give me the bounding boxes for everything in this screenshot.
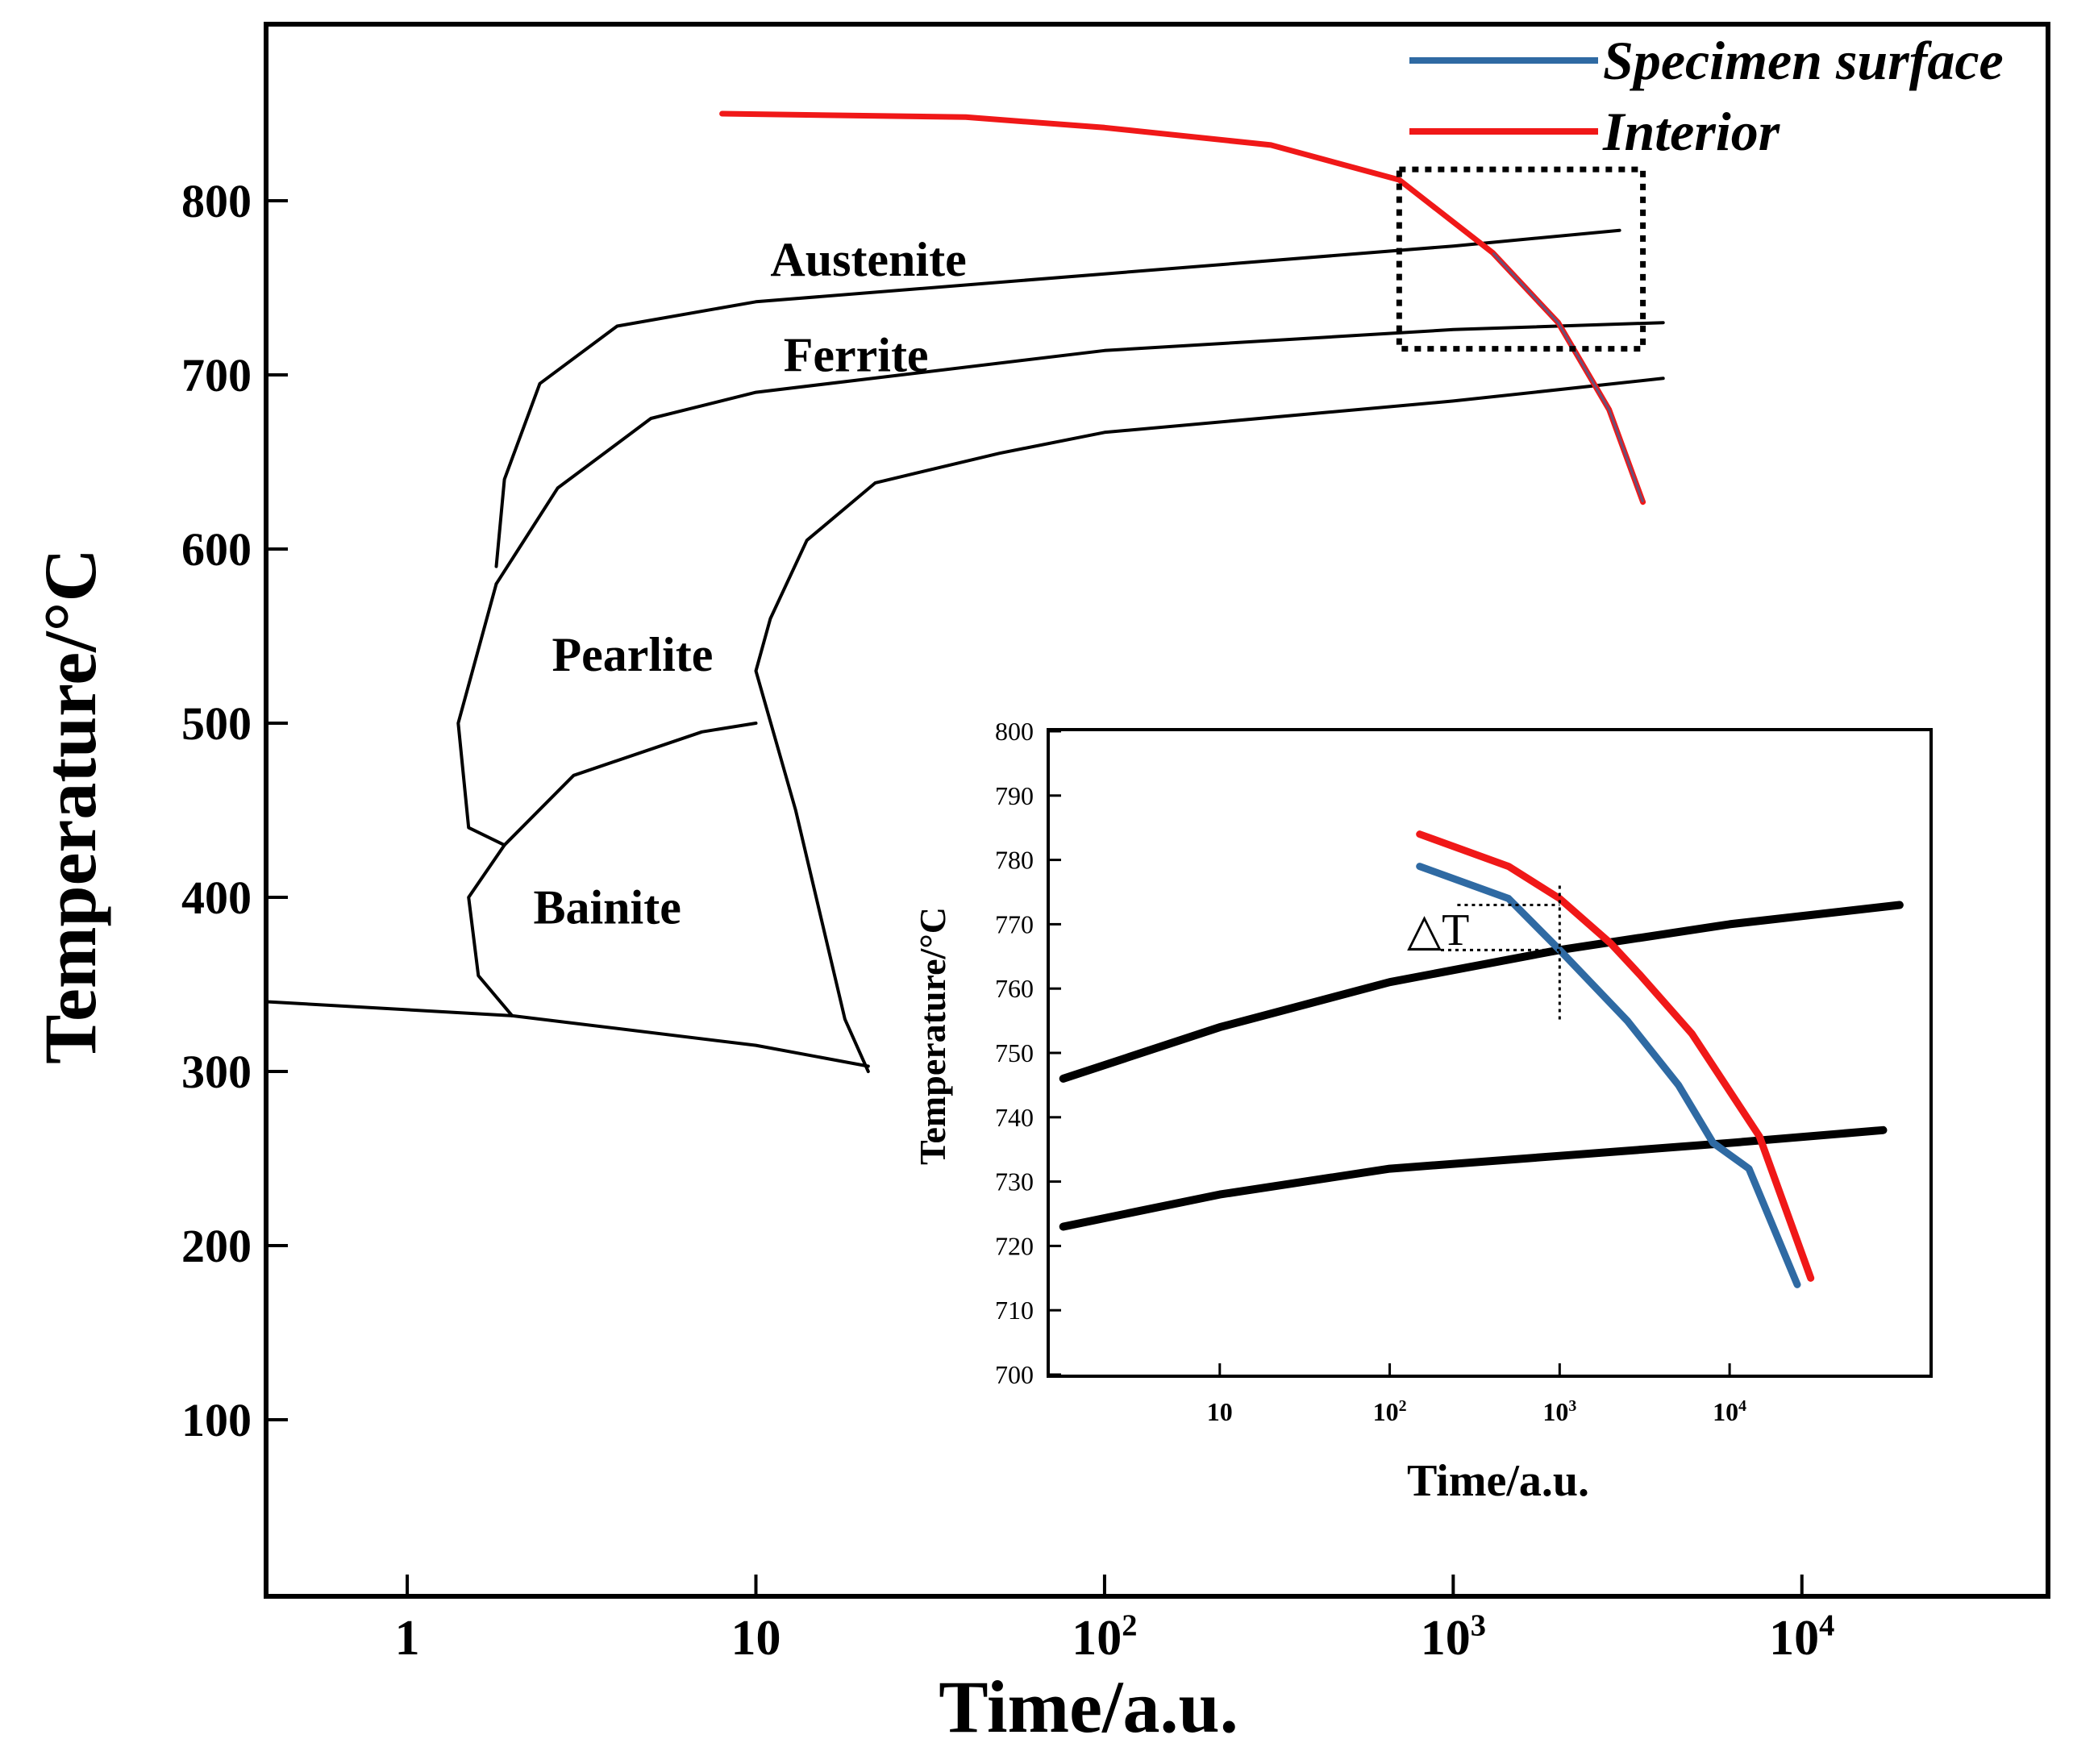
inset-x-tick-label-2: 103 [1542,1397,1576,1426]
inset-x-tick-label-3: 104 [1713,1397,1746,1426]
inset-chart-layer: 10 102 103 104 700 710 720 730 740 750 760 770 780 79… [995,717,1904,1426]
region-label-austenite: Austenite [770,233,966,286]
region-label-bainite: Bainite [533,880,681,934]
main-x-tick-label-4: 104 [1769,1608,1834,1666]
phase-boundary-3 [456,582,506,847]
phase-boundary-2 [754,377,1665,1073]
inset-background [1048,730,1931,1376]
main-y-axis-title: Temperature/°C [29,548,111,1064]
inset-y-tick-label-3: 730 [995,1167,1034,1196]
main-y-tick-label-7: 800 [181,175,252,227]
inset-y-tick-label-1: 710 [995,1296,1034,1325]
phase-boundary-6 [267,1000,870,1068]
inset-curve-interior [1416,830,1815,1282]
inset-y-tick-label-0: 700 [995,1360,1034,1389]
inset-curve-specimen-surface [1416,863,1801,1288]
inset-y-tick-label-2: 720 [995,1231,1034,1260]
main-y-tick-label-2: 300 [181,1046,252,1098]
main-y-tick-label-1: 200 [181,1220,252,1272]
main-x-tick-label-1: 10 [731,1611,781,1666]
inset-y-axis-title: Temperature/°C [912,907,953,1165]
main-y-tick-label-6: 700 [181,349,252,401]
phase-boundary-0 [494,228,1621,568]
inset-plot-frame [1047,728,1933,1378]
inset-y-tick-label-5: 750 [995,1038,1034,1067]
delta-t-label: △T [1407,905,1469,955]
inset-y-tick-label-8: 780 [995,846,1034,875]
main-y-tick-label-3: 400 [181,872,252,924]
main-plot-frame [264,22,2050,1599]
main-x-tick-label-3: 103 [1421,1608,1486,1666]
legend: Specimen surface Interior [1409,30,2004,162]
main-x-axis-title: Time/a.u. [939,1666,1238,1748]
inset-curve-lower-boundary [1059,1125,1888,1231]
phase-boundary-1 [494,321,1665,586]
legend-label-surface: Specimen surface [1603,30,2004,91]
inset-y-tick-label-6: 760 [995,974,1034,1003]
inset-y-tick-label-4: 740 [995,1103,1034,1132]
phase-boundary-5 [467,843,514,1017]
region-label-pearlite: Pearlite [552,628,714,681]
inset-curve-upper-boundary [1059,901,1904,1083]
main-x-tick-label-2: 102 [1072,1608,1137,1666]
main-y-tick-label-0: 100 [181,1394,252,1446]
inset-y-tick-label-9: 790 [995,781,1034,810]
main-y-tick-label-5: 600 [181,523,252,576]
inset-y-tick-label-7: 770 [995,909,1034,938]
main-y-tick-label-4: 500 [181,697,252,750]
phase-boundary-4 [502,722,758,847]
inset-x-axis-title: Time/a.u. [1407,1456,1589,1506]
main-cooling-curve-surface-overlap [1492,252,1645,503]
inset-x-tick-label-1: 102 [1373,1397,1407,1426]
main-x-tick-label-0: 1 [395,1611,420,1666]
region-label-ferrite: Ferrite [784,329,929,382]
legend-label-interior: Interior [1602,101,1780,162]
inset-y-tick-label-10: 800 [995,717,1034,746]
main-chart-layer: 1 10 102 103 104 100 200 300 400 500 600 700 800 Aust… [181,110,1834,1666]
inset-x-tick-label-0: 10 [1207,1397,1233,1426]
zoom-region-box [1396,166,1646,352]
